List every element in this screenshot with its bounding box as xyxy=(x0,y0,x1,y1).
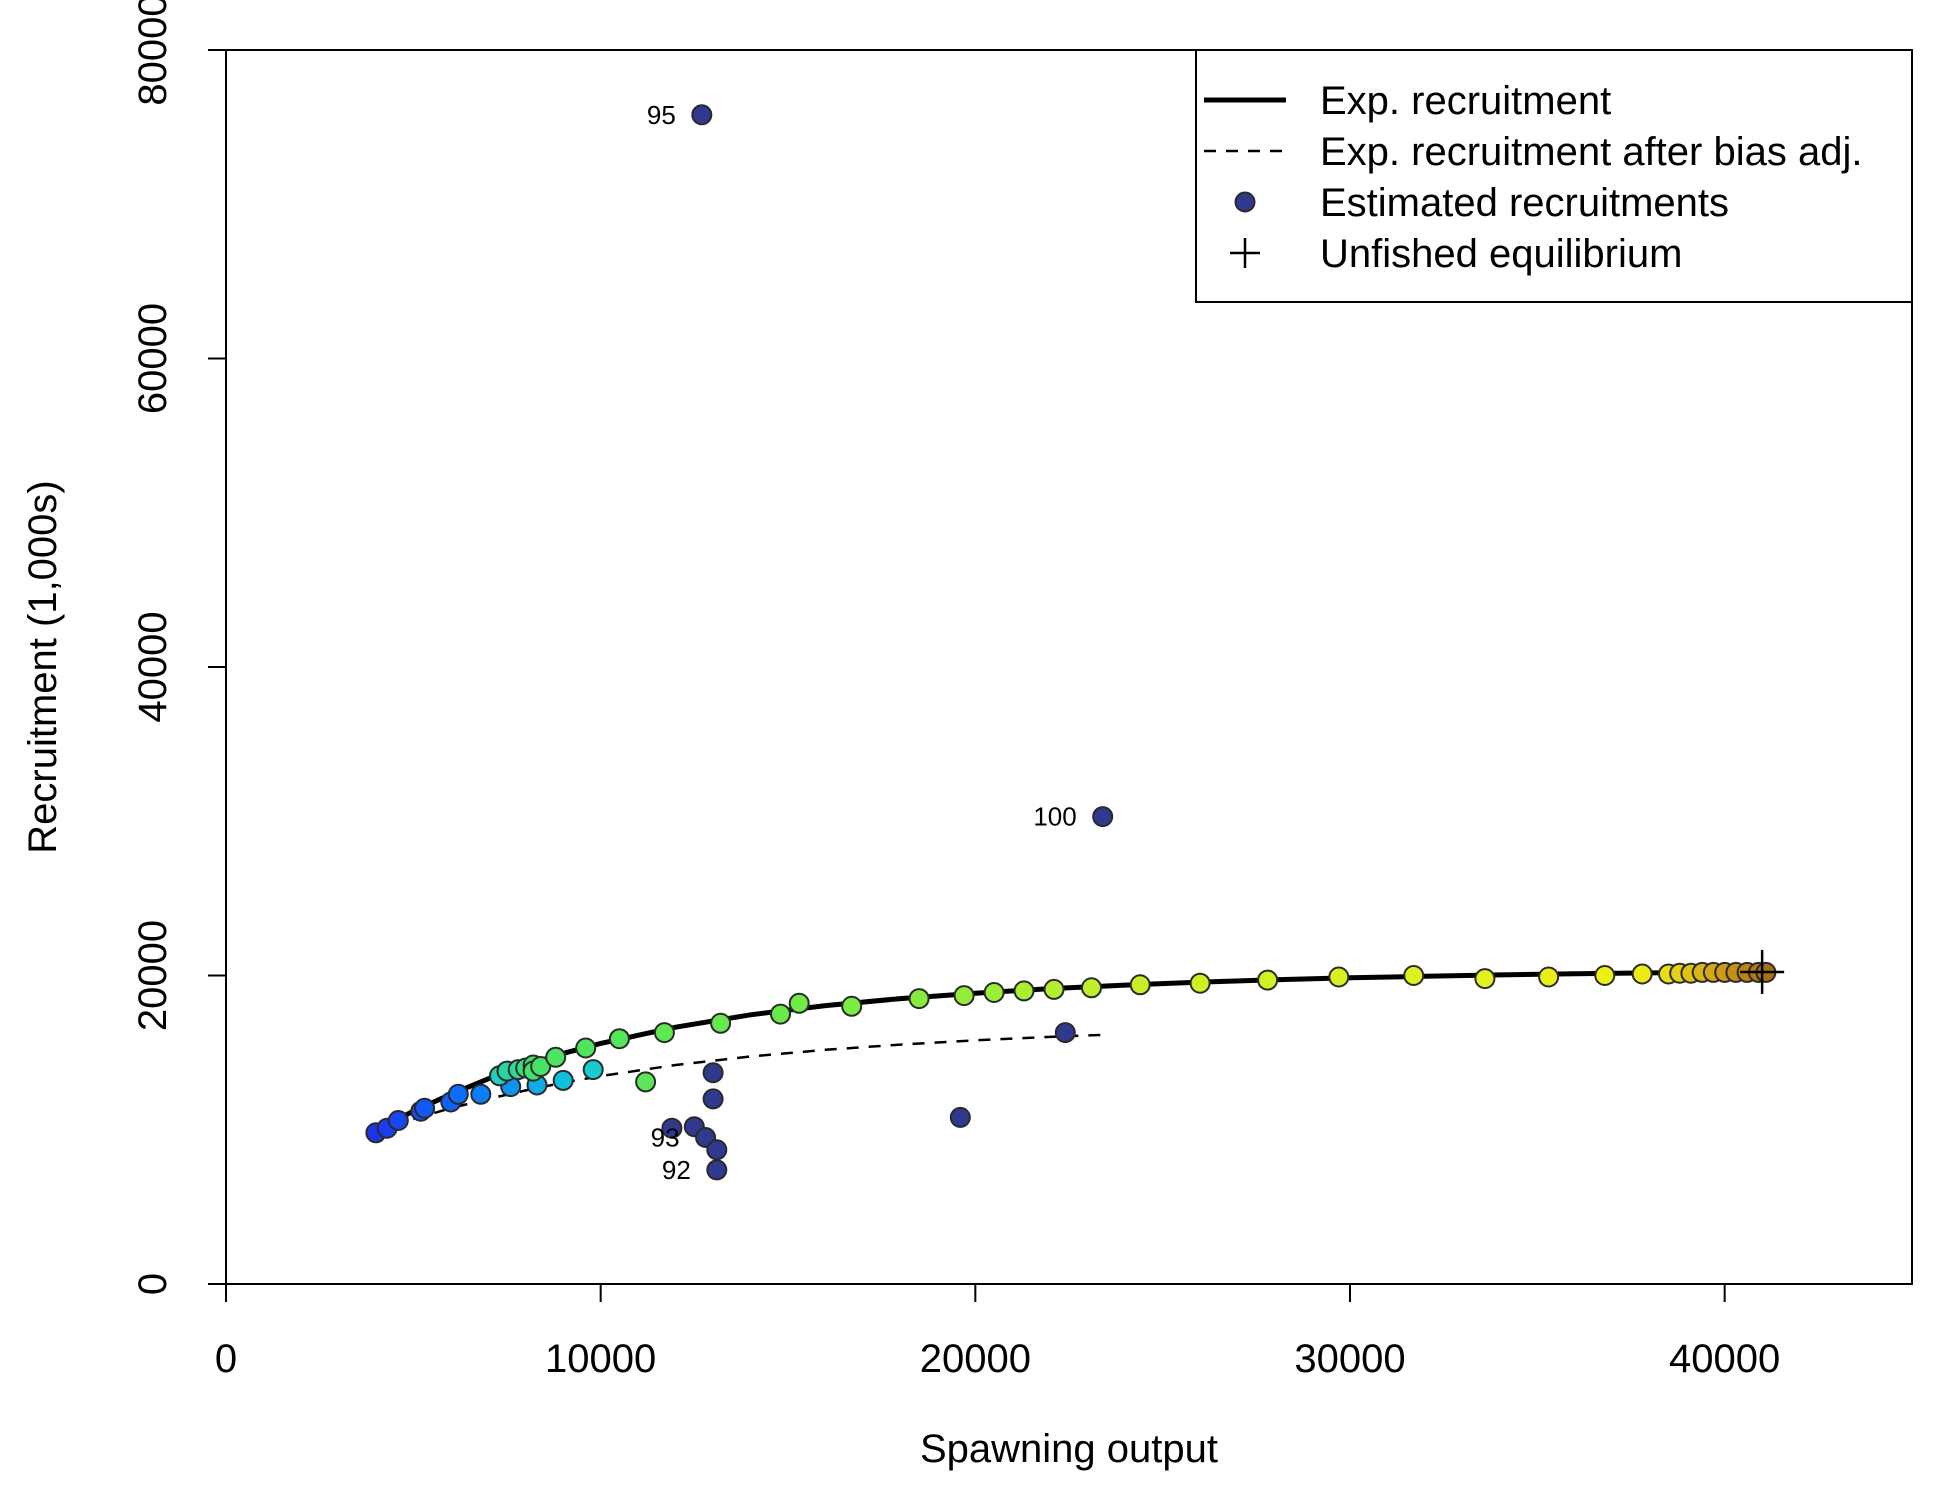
recruitment-point xyxy=(953,985,975,1007)
recruitment-point xyxy=(1092,806,1114,828)
x-axis-title: Spawning output xyxy=(920,1427,1218,1471)
recruitment-point xyxy=(530,1056,552,1077)
recruitment-point xyxy=(653,1022,675,1044)
y-tick-label: 40000 xyxy=(131,611,175,722)
recruitment-point xyxy=(691,104,713,126)
recruitment-point xyxy=(1328,966,1350,988)
recruitment-point xyxy=(575,1037,597,1059)
legend-circle-icon xyxy=(1234,191,1256,213)
recruitment-point xyxy=(552,1069,574,1091)
recruitment-point xyxy=(1538,966,1560,988)
recruitment-point xyxy=(582,1059,604,1081)
x-tick-label: 30000 xyxy=(1294,1337,1405,1381)
recruitment-point xyxy=(710,1012,732,1034)
point-label: 95 xyxy=(647,100,676,130)
points xyxy=(365,104,1785,1181)
axes: 0 10000 20000 30000 40000 0 20000 40000 60000 800… xyxy=(131,0,1913,1381)
legend-label: Estimated recruitments xyxy=(1320,181,1729,225)
recruitment-point xyxy=(1013,980,1035,1002)
legend: Exp. recruitment Exp. recruitment after b… xyxy=(1195,49,1913,303)
recruitment-point xyxy=(1257,969,1279,991)
recruitment-point xyxy=(1129,974,1151,996)
recruitment-point xyxy=(1631,963,1653,985)
recruitment-point xyxy=(470,1083,492,1105)
recruitment-point xyxy=(1189,972,1211,994)
recruitment-point xyxy=(414,1097,436,1119)
recruitment-point xyxy=(1403,965,1425,986)
recruitment-point xyxy=(387,1110,409,1131)
x-tick-label: 40000 xyxy=(1669,1337,1780,1381)
legend-label: Exp. recruitment xyxy=(1320,79,1611,123)
recruitment-point xyxy=(841,995,863,1017)
recruitment-point xyxy=(447,1083,469,1105)
recruitment-point xyxy=(788,992,810,1014)
recruitment-point xyxy=(706,1139,728,1161)
y-tick-label: 60000 xyxy=(131,303,175,414)
recruitment-point xyxy=(770,1003,791,1025)
recruitment-point xyxy=(608,1028,630,1050)
recruitment-point xyxy=(949,1106,971,1128)
x-tick-label: 10000 xyxy=(545,1337,656,1381)
x-tick-label: 20000 xyxy=(920,1337,1031,1381)
recruitment-point xyxy=(1594,965,1616,986)
x-tick-label: 0 xyxy=(215,1337,237,1381)
recruitment-point xyxy=(1081,977,1102,999)
legend-label: Unfished equilibrium xyxy=(1320,232,1682,276)
recruitment-point xyxy=(1474,968,1496,990)
legend-box xyxy=(1195,49,1913,303)
point-label: 100 xyxy=(1033,802,1076,832)
point-label: 93 xyxy=(651,1122,680,1152)
y-axis-title: Recruitment (1,000s) xyxy=(21,480,65,853)
recruitment-point xyxy=(1043,978,1065,1000)
recruitment-point xyxy=(983,982,1005,1003)
legend-label: Exp. recruitment after bias adj. xyxy=(1320,130,1862,174)
recruitment-point xyxy=(702,1088,724,1110)
point-label: 92 xyxy=(662,1155,691,1185)
y-tick-label: 20000 xyxy=(131,920,175,1031)
y-tick-label: 80000 xyxy=(131,0,175,106)
recruitment-point xyxy=(661,1117,683,1139)
recruitment-point xyxy=(1054,1022,1076,1044)
y-tick-label: 0 xyxy=(131,1273,175,1295)
recruitment-point xyxy=(545,1046,567,1068)
recruitment-point xyxy=(706,1159,728,1181)
recruitment-point xyxy=(635,1071,657,1093)
recruitment-point xyxy=(908,988,930,1010)
recruitment-point xyxy=(702,1062,724,1084)
